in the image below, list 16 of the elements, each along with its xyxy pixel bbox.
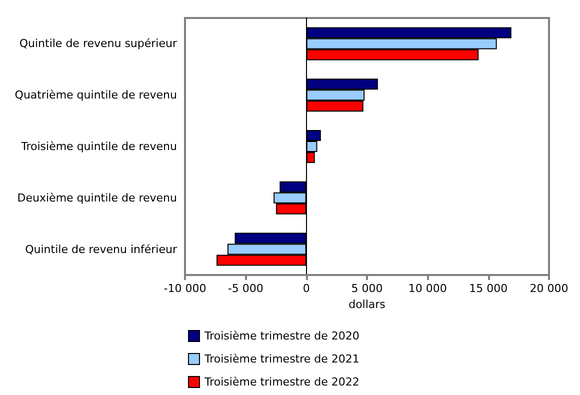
y-tick-label: Quintile de revenu inférieur xyxy=(25,242,178,256)
x-tick-label: 5 000 xyxy=(351,282,383,295)
x-tick-label: 15 000 xyxy=(469,282,508,295)
y-tick-label: Quintile de revenu supérieur xyxy=(19,37,178,50)
x-tick-label: 0 xyxy=(302,282,310,295)
y-tick-label: Deuxième quintile de revenu xyxy=(17,191,177,204)
x-axis-title: dollars xyxy=(348,298,386,311)
x-tick-label: 20 000 xyxy=(530,282,568,295)
y-tick-label: Quatrième quintile de revenu xyxy=(14,88,177,102)
y-tick-label: Troisième quintile de revenu xyxy=(20,140,177,153)
x-tick-label: 10 000 xyxy=(408,282,447,295)
legend-label: Troisième trimestre de 2020 xyxy=(204,330,360,342)
legend-label: Troisième trimestre de 2022 xyxy=(204,376,360,388)
x-tick-label: -10 000 xyxy=(164,282,206,295)
legend-label: Troisième trimestre de 2021 xyxy=(204,352,360,366)
x-tick-label: -5 000 xyxy=(228,282,264,295)
